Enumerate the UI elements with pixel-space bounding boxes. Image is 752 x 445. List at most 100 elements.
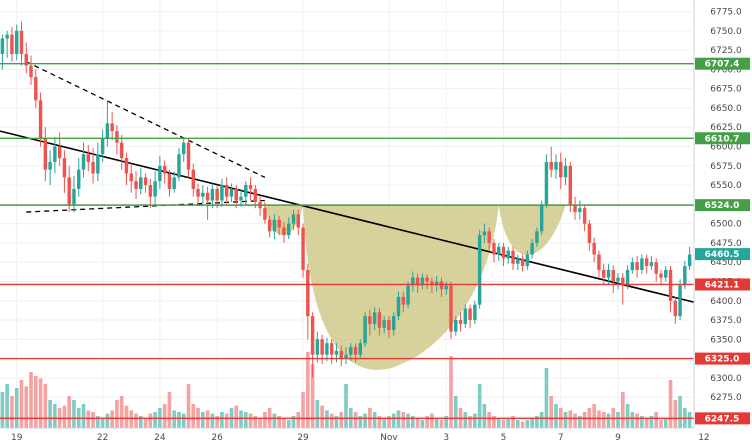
handle-shape (498, 205, 566, 256)
volume-bars (0, 352, 692, 428)
volume-bar (449, 356, 453, 428)
volume-bar (401, 412, 406, 428)
volume-bar (539, 412, 544, 428)
level-tag-background (695, 57, 750, 70)
candle-body (401, 296, 405, 305)
candle-body (592, 242, 596, 255)
volume-bar (496, 418, 501, 428)
candle-body (38, 100, 43, 139)
candle-body (654, 262, 658, 274)
candle-body (220, 185, 224, 201)
volume-bar (110, 410, 114, 428)
candle-body (77, 169, 81, 189)
volume-bar (143, 418, 148, 428)
volume-bar (515, 420, 520, 428)
volume-bar (81, 404, 86, 428)
candle-body (539, 204, 544, 232)
volume-bar (234, 405, 239, 428)
volume-bar (420, 420, 425, 428)
volume-bar (663, 418, 668, 428)
candle-body (501, 246, 506, 259)
level-tag: 6421.1 (705, 280, 740, 290)
volume-bar (344, 384, 348, 428)
volume-bar (678, 396, 682, 428)
volume-bar (535, 416, 539, 428)
candle-body (420, 277, 425, 286)
candle-body (334, 350, 339, 355)
candle-body (568, 165, 573, 205)
candle-body (244, 185, 248, 197)
time-tick-label: 26 (211, 433, 223, 443)
candle-body (67, 177, 71, 205)
candle-body (48, 161, 52, 170)
candle-body (644, 258, 649, 267)
volume-bar (644, 418, 649, 428)
candle-body (34, 77, 38, 101)
volume-bar (391, 413, 396, 428)
volume-bar (253, 416, 258, 428)
price-tick-label: 6375.0 (710, 316, 742, 326)
volume-bar (463, 412, 468, 428)
candle-body (601, 269, 606, 278)
volume-bar (134, 413, 138, 428)
level-tag: 6524.0 (705, 201, 740, 211)
candle-body (477, 235, 482, 305)
volume-bar (320, 405, 324, 428)
candle-body (482, 231, 487, 236)
candle-body (630, 262, 635, 270)
candle-body (363, 316, 367, 344)
candle-body (458, 320, 463, 324)
volume-bar (434, 418, 439, 428)
time-axis[interactable]: 19 22 24 26 29 Nov 3 5 7 9 12 (0, 427, 710, 445)
candle-body (511, 250, 515, 264)
price-tick-label: 6275.0 (710, 393, 742, 403)
candle-body (487, 231, 491, 243)
level-tag-background (695, 352, 750, 365)
candle-body (267, 219, 272, 232)
time-tick-label: 5 (501, 433, 507, 443)
candle-body (358, 343, 363, 355)
candle-body (678, 285, 682, 317)
candle-body (525, 254, 530, 267)
volume-bar (19, 380, 24, 428)
candle-body (96, 154, 100, 174)
candle-body (325, 343, 329, 355)
volume-bar (578, 416, 582, 428)
candle-body (492, 242, 496, 255)
candle-body (587, 223, 592, 243)
time-tick-label: 9 (615, 433, 621, 443)
candle-body (611, 269, 615, 282)
volume-bar (153, 412, 157, 428)
candle-body (86, 154, 91, 162)
last-price-tag: 6460.5 (705, 250, 740, 260)
volume-bar (72, 400, 76, 428)
volume-bar (525, 420, 530, 428)
volume-bar (282, 418, 286, 428)
price-axis-background (694, 0, 752, 445)
candle-body (683, 266, 687, 286)
price-tick-label: 6300.0 (710, 374, 742, 384)
time-tick-label: 3 (443, 433, 449, 443)
candle-body (134, 181, 138, 189)
candle-body (81, 154, 86, 170)
volume-bar (668, 380, 673, 428)
price-tick-label: 6475.0 (710, 239, 742, 249)
volume-bar (444, 416, 449, 428)
volume-bar (296, 412, 301, 428)
candle-body (24, 53, 28, 66)
candle-body (143, 177, 148, 186)
candle-body (621, 277, 625, 286)
volume-bar (105, 413, 110, 428)
volume-bar (453, 396, 458, 428)
volume-bar (201, 412, 205, 428)
level-tag-background (695, 278, 750, 291)
candle-body (205, 192, 210, 201)
volume-bar (100, 418, 105, 428)
candle-body (124, 158, 129, 174)
candle-body (277, 219, 281, 228)
candle-body (115, 131, 119, 143)
candle-body (659, 273, 663, 278)
price-axis[interactable]: 6250.06275.06300.06325.06350.06375.06400… (693, 0, 752, 445)
